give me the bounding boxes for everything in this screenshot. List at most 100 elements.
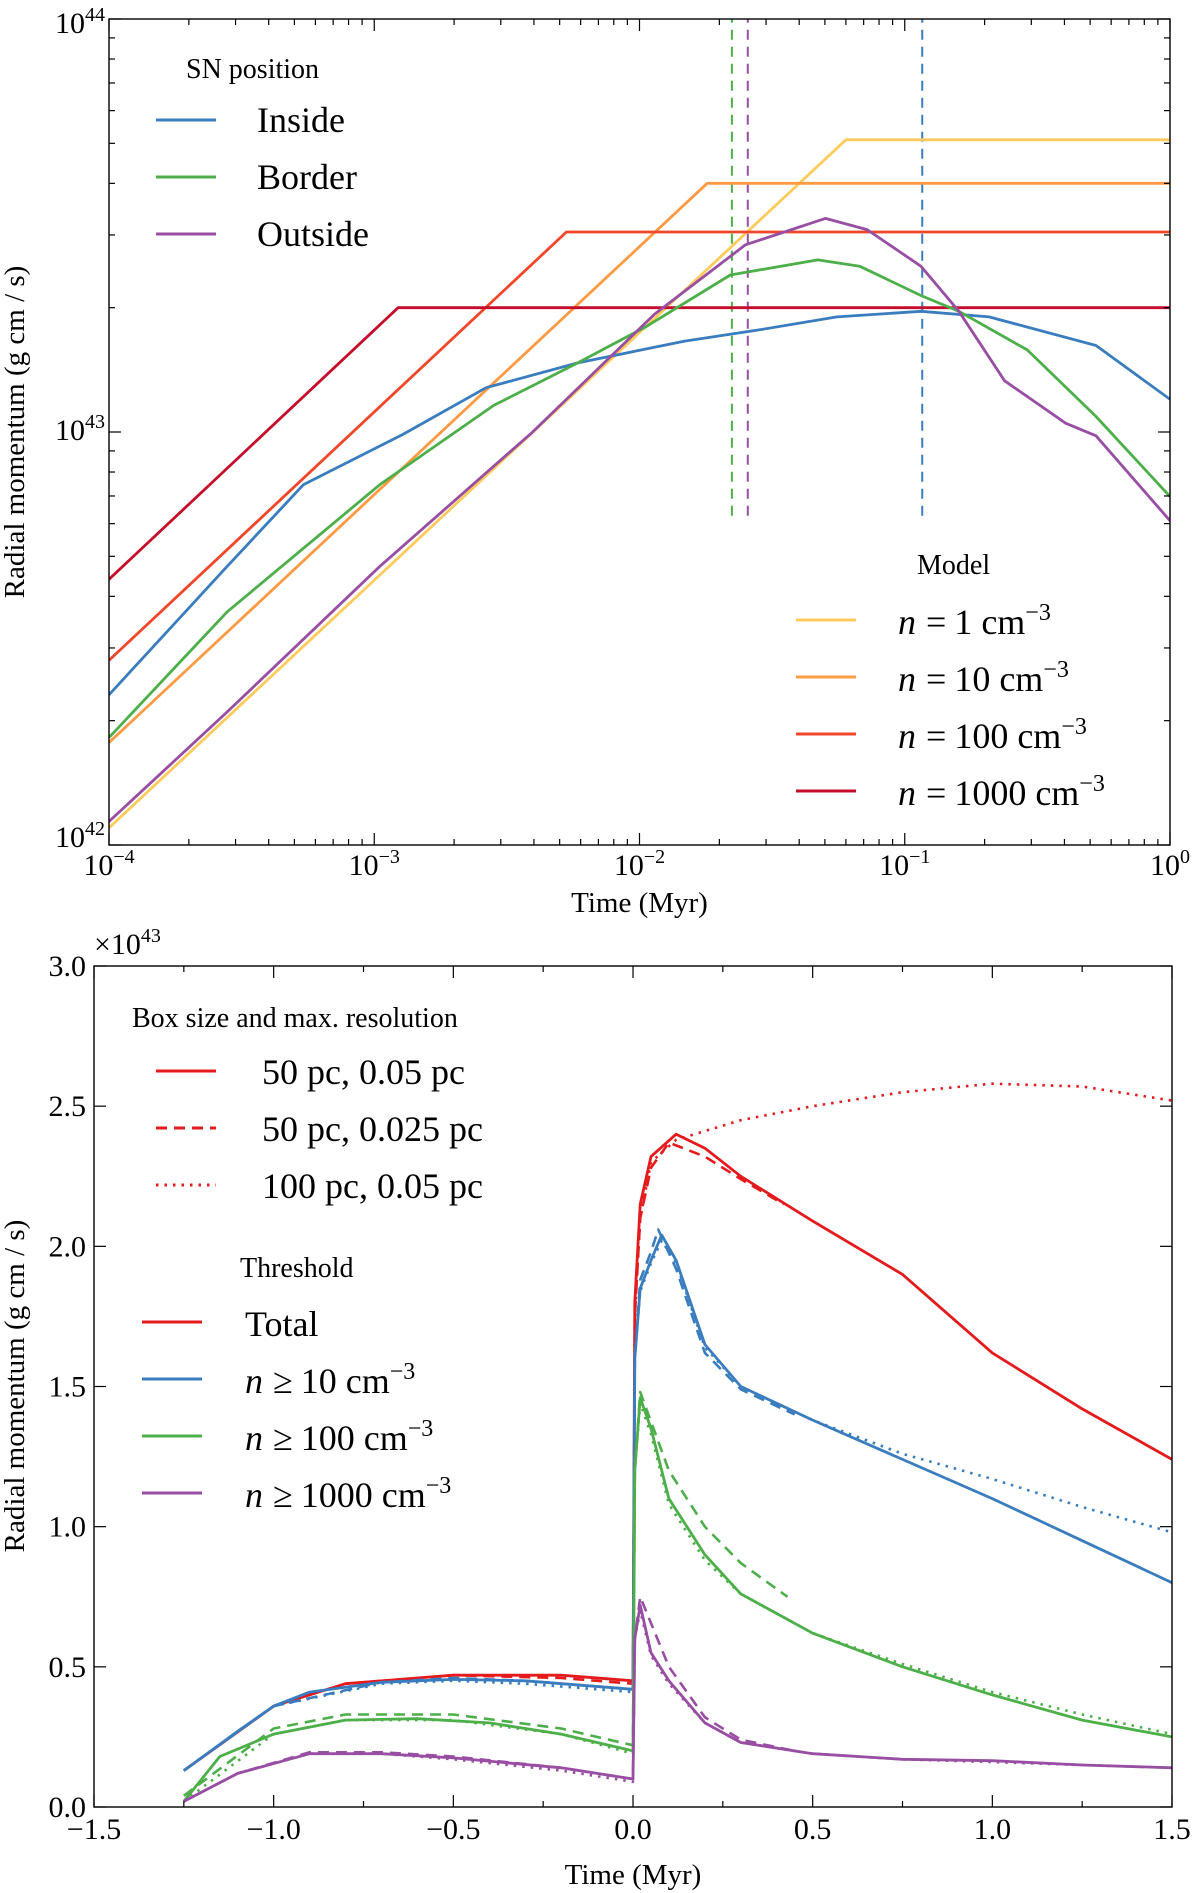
x-tick-label: 0.0: [614, 1813, 652, 1846]
y-tick-label: 0.5: [49, 1651, 87, 1684]
tick-exp: 0: [1180, 846, 1190, 868]
x-tick-label: 10−2: [614, 846, 665, 882]
tick-base: 10: [55, 414, 85, 447]
legend-label: Inside: [257, 100, 345, 140]
legend-var: n: [245, 1418, 263, 1458]
plot-area: [182, 1082, 1172, 1803]
legend-label: n ≥10 cm−3: [245, 1359, 415, 1401]
legend-var: n: [898, 659, 916, 699]
y-tick-label: 1042: [55, 818, 105, 854]
tick-base: 10: [55, 821, 85, 854]
tick-exp: −3: [379, 846, 400, 868]
legend-label: n = 10 cm−3: [898, 657, 1069, 699]
series-line-6: [182, 1396, 1172, 1803]
y-tick-label: 0.0: [49, 1791, 87, 1824]
legend-label: Outside: [257, 214, 369, 254]
tick-base: 10: [83, 849, 113, 882]
legend-sup: −3: [1079, 771, 1105, 797]
series-line-8: [183, 1402, 1172, 1803]
x-tick-label: 1.5: [1153, 1813, 1191, 1846]
series-line-2: [633, 1082, 1172, 1317]
tick-base: 10: [1150, 849, 1180, 882]
x-tick-label: −1.0: [246, 1813, 300, 1846]
legend-text: 10 cm: [954, 659, 1043, 699]
series-line-5: [109, 258, 1170, 739]
legend-relation: ≥: [273, 1475, 293, 1515]
y-tick-label: 1.0: [49, 1511, 87, 1544]
legend-sup: −3: [408, 1416, 434, 1442]
legend-text: 100 cm: [954, 716, 1061, 756]
legend-text: Total: [245, 1304, 318, 1344]
x-axis-label: Time (Myr): [565, 1859, 702, 1891]
tick-base: 10: [349, 849, 379, 882]
plot-area: [109, 19, 1170, 829]
legend-label: 50 pc, 0.025 pc: [262, 1109, 483, 1149]
y-tick-label: 2.0: [49, 1230, 87, 1263]
series-line-10: [183, 1595, 795, 1803]
legend-label: n = 100 cm−3: [898, 714, 1087, 756]
legend-label: 100 pc, 0.05 pc: [262, 1166, 483, 1206]
x-tick-label: 10−3: [349, 846, 400, 882]
legend-sup: −3: [1043, 657, 1069, 683]
x-tick-label: 100: [1150, 846, 1190, 882]
x-tick-label: −1.5: [67, 1813, 121, 1846]
multiplier-exp: 43: [141, 925, 161, 947]
series-line-1: [183, 1141, 785, 1772]
x-tick-label: 0.5: [794, 1813, 832, 1846]
tick-exp: −1: [909, 846, 930, 868]
legend-sup: −3: [426, 1473, 452, 1499]
legend-var: n: [898, 602, 916, 642]
tick-exp: −2: [644, 846, 665, 868]
series-line-4: [183, 1228, 796, 1772]
legend-sup: −3: [1061, 714, 1087, 740]
y-tick-label: 1044: [55, 4, 105, 40]
legend-var: n: [245, 1361, 263, 1401]
x-tick-label: 10−1: [879, 846, 930, 882]
series-line-1: [109, 181, 1170, 744]
series-line-3: [109, 306, 1170, 581]
legend-var: n: [245, 1475, 263, 1515]
series-line-11: [183, 1609, 1172, 1803]
legend-sup: −3: [1025, 600, 1051, 626]
legend-title: Model: [917, 550, 990, 581]
series-line-2: [109, 230, 1170, 662]
series-line-4: [109, 309, 1170, 696]
y-tick-label: 2.5: [49, 1090, 87, 1123]
y-tick-label: 3.0: [49, 950, 87, 983]
multiplier-prefix: ×10: [94, 928, 141, 961]
legend-relation: ≥: [273, 1361, 293, 1401]
legend-label: n = 1000 cm−3: [898, 771, 1105, 813]
x-tick-label: 10−4: [83, 846, 134, 882]
legend-text: 10 cm: [301, 1361, 390, 1401]
legend-relation: =: [926, 602, 946, 642]
legend-text: 1 cm: [954, 602, 1025, 642]
x-axis-label: Time (Myr): [571, 887, 708, 919]
tick-exp: 44: [85, 4, 105, 26]
x-tick-label: 1.0: [974, 1813, 1012, 1846]
x-tick-label: −0.5: [426, 1813, 480, 1846]
legend-label: Total: [245, 1304, 318, 1344]
tick-base: 10: [879, 849, 909, 882]
y-tick-label: 1043: [55, 411, 105, 447]
tick-exp: 42: [85, 818, 105, 840]
legend-relation: =: [926, 659, 946, 699]
legend-relation: =: [926, 773, 946, 813]
series-line-9: [183, 1603, 1172, 1803]
tick-exp: −4: [113, 846, 134, 868]
legend-sup: −3: [390, 1359, 416, 1385]
y-tick-label: 1.5: [49, 1371, 87, 1404]
series-line-3: [182, 1233, 1172, 1772]
legend-var: n: [898, 716, 916, 756]
series-line-6: [109, 217, 1170, 823]
legend-label: Border: [257, 157, 357, 197]
legend-label: 50 pc, 0.05 pc: [262, 1052, 465, 1092]
y-axis-label: Radial momentum (g cm / s): [0, 266, 31, 599]
tick-base: 10: [55, 7, 85, 40]
legend-text: 100 cm: [301, 1418, 408, 1458]
legend-text: 1000 cm: [954, 773, 1079, 813]
legend-label: n = 1 cm−3: [898, 600, 1051, 642]
tick-exp: 43: [85, 411, 105, 433]
legend-label: n ≥100 cm−3: [245, 1416, 433, 1458]
y-multiplier: ×1043: [94, 925, 161, 961]
